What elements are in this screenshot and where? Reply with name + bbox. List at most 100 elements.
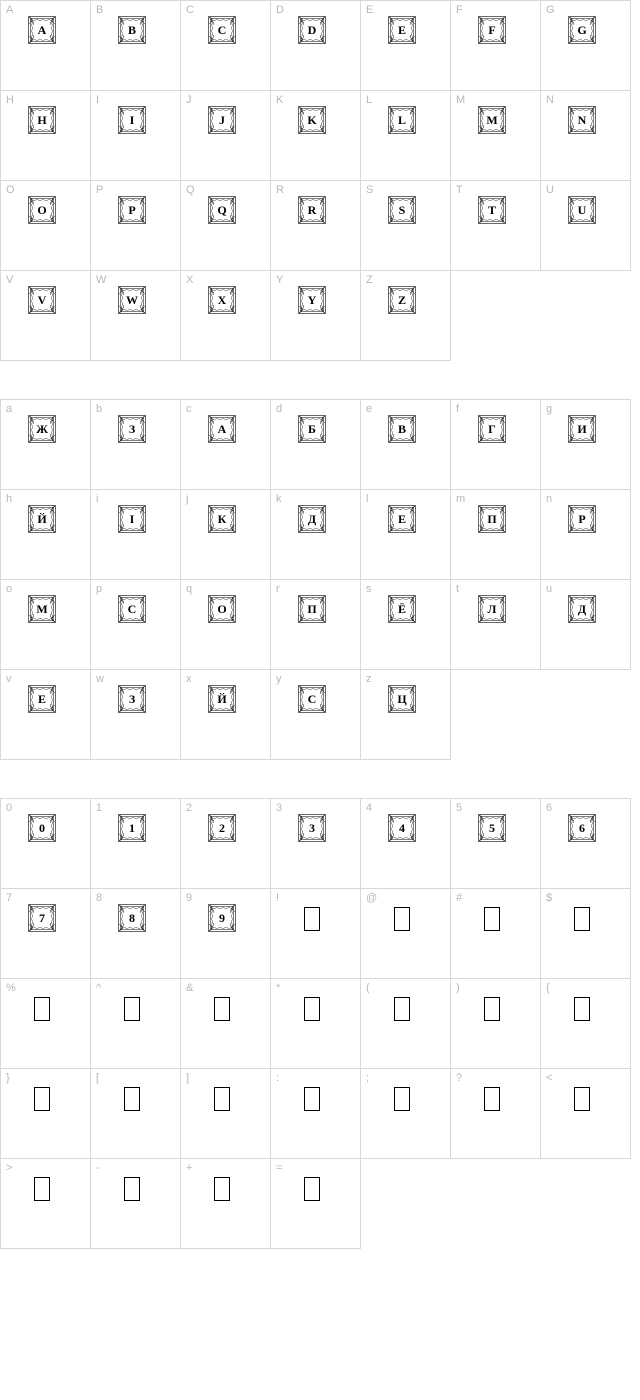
char-cell[interactable]: }: [1, 1069, 91, 1159]
missing-glyph-icon: [34, 1177, 50, 1201]
char-cell[interactable]: n Р: [541, 490, 631, 580]
char-cell[interactable]: ): [451, 979, 541, 1069]
char-cell[interactable]: y С: [271, 670, 361, 760]
char-cell[interactable]: ]: [181, 1069, 271, 1159]
glyph-wrapper: W: [117, 285, 147, 315]
glyph-wrapper: 5: [477, 813, 507, 843]
char-cell[interactable]: M M: [451, 91, 541, 181]
char-cell[interactable]: J J: [181, 91, 271, 181]
char-cell[interactable]: N N: [541, 91, 631, 181]
char-cell[interactable]: !: [271, 889, 361, 979]
char-cell[interactable]: Z Z: [361, 271, 451, 361]
char-cell[interactable]: #: [451, 889, 541, 979]
char-cell[interactable]: -: [91, 1159, 181, 1249]
char-cell[interactable]: 5 5: [451, 799, 541, 889]
char-cell[interactable]: A A: [1, 1, 91, 91]
char-cell[interactable]: u Д: [541, 580, 631, 670]
char-cell[interactable]: W W: [91, 271, 181, 361]
char-cell[interactable]: 9 9: [181, 889, 271, 979]
char-cell[interactable]: &: [181, 979, 271, 1069]
char-cell[interactable]: q О: [181, 580, 271, 670]
char-cell[interactable]: 0 0: [1, 799, 91, 889]
char-cell[interactable]: $: [541, 889, 631, 979]
char-cell[interactable]: >: [1, 1159, 91, 1249]
char-cell[interactable]: U U: [541, 181, 631, 271]
char-cell[interactable]: z Ц: [361, 670, 451, 760]
char-cell[interactable]: ;: [361, 1069, 451, 1159]
char-cell[interactable]: [: [91, 1069, 181, 1159]
char-cell[interactable]: o М: [1, 580, 91, 670]
char-cell[interactable]: H H: [1, 91, 91, 181]
char-cell[interactable]: G G: [541, 1, 631, 91]
char-cell[interactable]: f Г: [451, 400, 541, 490]
char-cell[interactable]: Q Q: [181, 181, 271, 271]
char-cell[interactable]: d Б: [271, 400, 361, 490]
char-cell[interactable]: m П: [451, 490, 541, 580]
glyph-letter: Ё: [398, 602, 406, 617]
char-cell[interactable]: 4 4: [361, 799, 451, 889]
char-cell[interactable]: P P: [91, 181, 181, 271]
char-cell[interactable]: 8 8: [91, 889, 181, 979]
char-cell[interactable]: K K: [271, 91, 361, 181]
key-label: ): [456, 982, 460, 994]
char-cell[interactable]: <: [541, 1069, 631, 1159]
char-cell[interactable]: =: [271, 1159, 361, 1249]
char-cell[interactable]: S S: [361, 181, 451, 271]
char-cell[interactable]: L L: [361, 91, 451, 181]
char-cell[interactable]: :: [271, 1069, 361, 1159]
key-label: &: [186, 982, 193, 994]
char-cell[interactable]: r П: [271, 580, 361, 670]
char-cell[interactable]: {: [541, 979, 631, 1069]
ornate-glyph-icon: З: [118, 685, 146, 713]
char-cell[interactable]: j К: [181, 490, 271, 580]
char-cell[interactable]: C C: [181, 1, 271, 91]
glyph-wrapper: 9: [207, 903, 237, 933]
char-cell[interactable]: t Л: [451, 580, 541, 670]
glyph-wrapper: S: [387, 195, 417, 225]
char-cell[interactable]: h Й: [1, 490, 91, 580]
char-cell[interactable]: Y Y: [271, 271, 361, 361]
char-cell[interactable]: g И: [541, 400, 631, 490]
char-cell[interactable]: @: [361, 889, 451, 979]
char-cell[interactable]: ^: [91, 979, 181, 1069]
char-cell[interactable]: I I: [91, 91, 181, 181]
char-cell[interactable]: s Ё: [361, 580, 451, 670]
char-cell[interactable]: k Д: [271, 490, 361, 580]
char-cell[interactable]: D D: [271, 1, 361, 91]
char-cell[interactable]: V V: [1, 271, 91, 361]
char-cell[interactable]: E E: [361, 1, 451, 91]
char-cell[interactable]: 2 2: [181, 799, 271, 889]
char-cell[interactable]: T T: [451, 181, 541, 271]
ornate-glyph-icon: 2: [208, 814, 236, 842]
char-cell[interactable]: X X: [181, 271, 271, 361]
char-cell[interactable]: ?: [451, 1069, 541, 1159]
char-cell[interactable]: c А: [181, 400, 271, 490]
key-label: j: [186, 493, 188, 505]
char-cell[interactable]: e В: [361, 400, 451, 490]
char-cell[interactable]: R R: [271, 181, 361, 271]
char-cell[interactable]: b З: [91, 400, 181, 490]
glyph-wrapper: З: [117, 414, 147, 444]
char-cell[interactable]: v Е: [1, 670, 91, 760]
char-cell[interactable]: 6 6: [541, 799, 631, 889]
char-cell[interactable]: F F: [451, 1, 541, 91]
char-cell[interactable]: p С: [91, 580, 181, 670]
char-cell[interactable]: a Ж: [1, 400, 91, 490]
char-cell[interactable]: +: [181, 1159, 271, 1249]
char-cell[interactable]: x Й: [181, 670, 271, 760]
char-cell[interactable]: 7 7: [1, 889, 91, 979]
glyph-letter: Г: [488, 422, 496, 437]
char-cell[interactable]: i І: [91, 490, 181, 580]
char-cell[interactable]: 3 3: [271, 799, 361, 889]
char-cell[interactable]: *: [271, 979, 361, 1069]
glyph-wrapper: [567, 903, 597, 933]
ornate-glyph-icon: N: [568, 106, 596, 134]
char-cell[interactable]: B B: [91, 1, 181, 91]
char-cell[interactable]: l Е: [361, 490, 451, 580]
char-cell[interactable]: %: [1, 979, 91, 1069]
char-cell[interactable]: w З: [91, 670, 181, 760]
ornate-glyph-icon: 6: [568, 814, 596, 842]
char-cell[interactable]: 1 1: [91, 799, 181, 889]
char-cell[interactable]: (: [361, 979, 451, 1069]
char-cell[interactable]: O O: [1, 181, 91, 271]
